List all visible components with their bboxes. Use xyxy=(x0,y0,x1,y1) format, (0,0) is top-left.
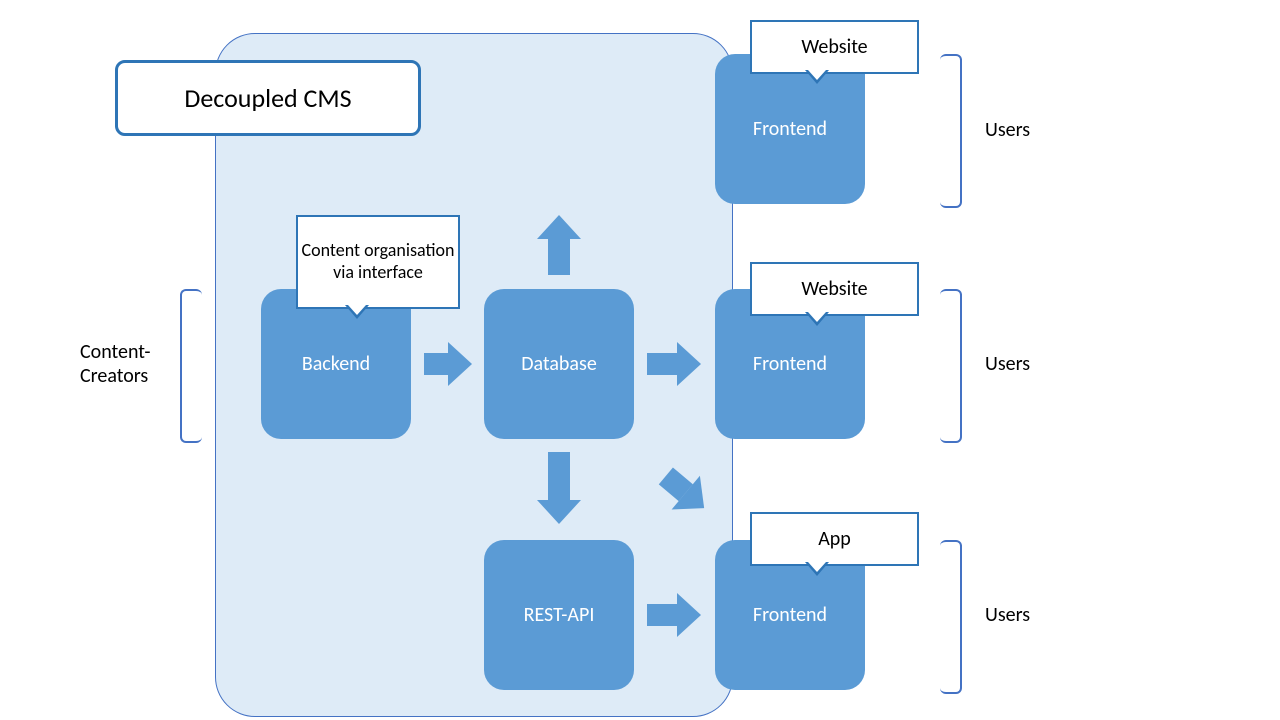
arrow-database-to-frontend1-icon xyxy=(537,215,581,275)
callout-website-2-text: Website xyxy=(801,277,867,301)
node-database: Database xyxy=(484,289,634,439)
label-users-2-text: Users xyxy=(985,352,1030,376)
label-users-3-text: Users xyxy=(985,603,1030,627)
callout-website-1-text: Website xyxy=(801,35,867,59)
label-users-3: Users xyxy=(985,603,1030,627)
node-frontend-2-label: Frontend xyxy=(753,352,827,376)
callout-app: App xyxy=(750,512,919,566)
label-content-creators-text: Content- Creators xyxy=(80,340,151,388)
arrow-backend-to-database-icon xyxy=(424,342,472,386)
callout-content-org-text: Content organisation via interface xyxy=(298,240,458,283)
callout-content-org: Content organisation via interface xyxy=(296,215,460,309)
arrow-restapi-to-frontend3-icon xyxy=(647,593,701,637)
node-frontend-3-label: Frontend xyxy=(753,603,827,627)
callout-app-text: App xyxy=(818,527,851,551)
bracket-creators-icon xyxy=(180,289,202,443)
label-users-1: Users xyxy=(985,118,1030,142)
label-content-creators: Content- Creators xyxy=(80,340,151,388)
node-frontend-1: Frontend xyxy=(715,54,865,204)
bracket-users-3-icon xyxy=(940,540,962,694)
node-backend-label: Backend xyxy=(302,352,370,376)
node-database-label: Database xyxy=(521,352,597,376)
node-restapi: REST-API xyxy=(484,540,634,690)
bracket-users-1-icon xyxy=(940,54,962,208)
node-restapi-label: REST-API xyxy=(524,603,595,627)
diagram-title: Decoupled CMS xyxy=(115,60,421,136)
arrow-database-to-frontend2-icon xyxy=(647,342,701,386)
label-users-2: Users xyxy=(985,352,1030,376)
callout-website-1: Website xyxy=(750,20,919,74)
label-users-1-text: Users xyxy=(985,118,1030,142)
diagram-title-text: Decoupled CMS xyxy=(184,82,351,114)
callout-website-2: Website xyxy=(750,262,919,316)
node-backend: Backend xyxy=(261,289,411,439)
bracket-users-2-icon xyxy=(940,289,962,443)
node-frontend-1-label: Frontend xyxy=(753,117,827,141)
arrow-database-to-restapi-icon xyxy=(537,452,581,524)
